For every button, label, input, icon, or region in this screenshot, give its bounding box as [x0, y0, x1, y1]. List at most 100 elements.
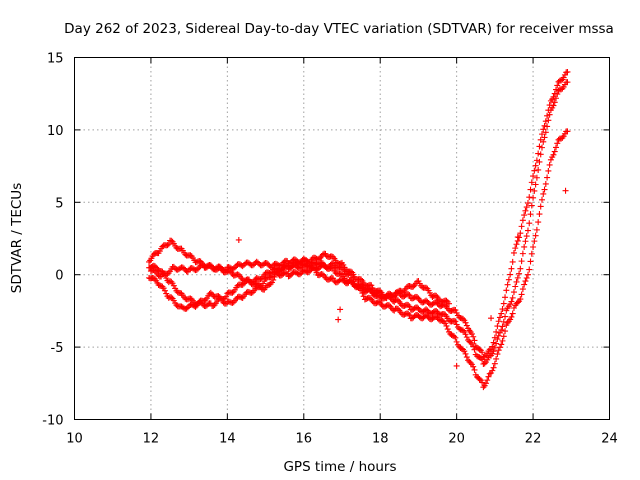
data-point — [514, 234, 521, 241]
data-point — [168, 294, 175, 301]
data-point — [530, 244, 537, 251]
data-point — [414, 294, 421, 301]
data-point — [519, 286, 526, 293]
data-point — [235, 236, 242, 243]
data-point — [460, 327, 467, 334]
data-point — [508, 265, 515, 272]
data-point — [494, 351, 501, 358]
x-axis-label: GPS time / hours — [283, 459, 396, 475]
data-point — [410, 283, 417, 290]
data-point — [452, 334, 459, 341]
data-point — [540, 190, 547, 197]
data-point — [406, 292, 413, 299]
data-point — [517, 265, 524, 272]
data-point — [391, 293, 398, 300]
data-point — [521, 243, 528, 250]
data-point — [542, 180, 549, 187]
data-points — [146, 68, 571, 391]
y-axis-label: SDTVAR / TECUs — [9, 183, 25, 293]
data-point — [500, 318, 507, 325]
data-point — [532, 162, 539, 169]
data-point — [537, 203, 544, 210]
x-tick-label: 22 — [525, 432, 542, 447]
data-point — [453, 362, 460, 369]
data-point — [319, 271, 326, 278]
data-point — [479, 379, 486, 386]
x-tick-label: 20 — [448, 432, 465, 447]
x-tick-label: 18 — [372, 432, 389, 447]
data-point — [368, 282, 375, 289]
data-point — [513, 241, 520, 248]
data-point — [554, 82, 561, 89]
data-point — [531, 238, 538, 245]
data-point — [507, 301, 514, 308]
data-point — [530, 194, 537, 201]
data-point — [522, 278, 529, 285]
plot-frame — [74, 57, 610, 420]
data-point — [500, 300, 507, 307]
data-point — [151, 267, 158, 274]
data-point — [479, 356, 486, 363]
data-point — [277, 267, 284, 274]
data-point — [518, 291, 525, 298]
data-point — [526, 194, 533, 201]
data-point — [504, 281, 511, 288]
data-point — [470, 333, 477, 340]
data-point — [521, 281, 528, 288]
data-point — [254, 280, 261, 287]
data-point — [161, 287, 168, 294]
data-point — [505, 276, 512, 283]
data-point — [502, 294, 509, 301]
x-tick-label: 10 — [66, 432, 83, 447]
data-point — [553, 144, 559, 151]
data-point — [460, 315, 467, 322]
data-point — [535, 219, 542, 226]
data-point — [239, 281, 246, 288]
data-point — [502, 328, 509, 335]
data-point — [526, 220, 533, 227]
data-point — [517, 296, 524, 303]
data-point — [540, 126, 547, 133]
data-point — [452, 318, 459, 325]
data-point — [530, 173, 537, 180]
data-point — [528, 202, 535, 209]
data-point — [544, 174, 551, 181]
data-point — [235, 271, 242, 278]
data-point — [498, 326, 505, 333]
data-point — [330, 275, 337, 282]
data-point — [551, 99, 558, 106]
data-point — [335, 316, 342, 323]
data-point — [519, 250, 526, 257]
data-point — [560, 74, 567, 81]
data-point — [433, 292, 440, 299]
data-point — [468, 330, 475, 337]
data-point — [282, 269, 289, 276]
data-point — [513, 278, 520, 285]
data-point — [406, 303, 413, 310]
data-point — [523, 275, 530, 282]
data-point — [359, 290, 366, 297]
data-point — [470, 343, 477, 350]
data-point — [550, 151, 557, 158]
y-tick-label: 15 — [47, 52, 64, 67]
y-tick-labels: -10 -5 0 5 10 15 — [42, 52, 63, 429]
data-point — [495, 332, 502, 339]
data-point — [453, 309, 460, 316]
data-point — [509, 258, 516, 265]
data-point — [502, 313, 509, 320]
data-point — [523, 204, 530, 211]
chart-title: Day 262 of 2023, Sidereal Day-to-day VTE… — [64, 21, 614, 37]
series-isolated-points — [235, 187, 569, 369]
data-point — [490, 364, 497, 371]
data-point — [165, 241, 172, 248]
data-point — [503, 287, 510, 294]
data-point — [491, 344, 498, 351]
data-point — [531, 167, 538, 174]
data-point — [453, 321, 460, 328]
y-tick-label: 5 — [55, 196, 63, 211]
data-point — [564, 79, 571, 86]
data-point — [540, 138, 547, 145]
data-point — [517, 230, 524, 237]
data-point — [164, 242, 171, 249]
